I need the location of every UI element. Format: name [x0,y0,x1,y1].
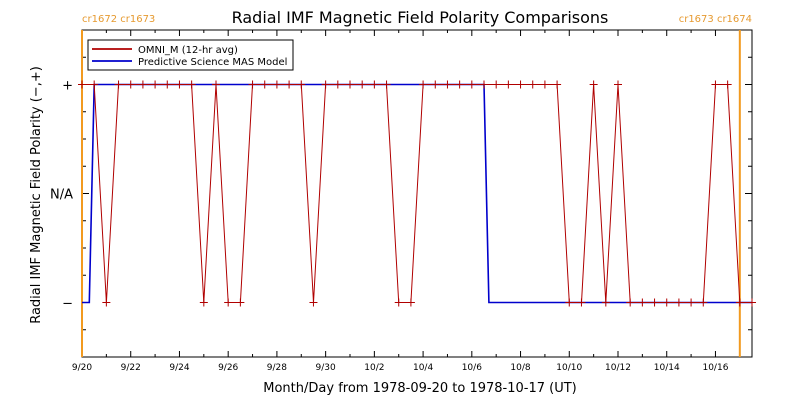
x-tick-label: 9/20 [72,363,92,373]
data-point-omni [699,298,708,307]
data-point-omni [711,80,720,89]
x-tick-label: 10/16 [702,363,728,373]
data-point-omni [577,298,586,307]
legend-box [87,39,294,71]
data-point-omni [638,298,647,307]
data-point-omni [358,80,367,89]
data-point-omni [309,298,318,307]
data-point-omni [212,80,220,89]
data-point-omni [614,80,622,89]
data-point-omni [248,80,257,89]
data-point-omni [443,80,452,89]
data-point-omni [406,298,415,307]
data-point-omni [187,80,196,89]
data-point-omni [589,80,598,89]
x-tick-label: 10/2 [364,363,384,373]
data-point-omni [321,80,330,89]
data-point-omni [735,298,744,307]
y-axis-label: Radial IMF Magnetic Field Polarity (−,+) [29,66,44,324]
data-point-omni [151,80,160,89]
data-point-omni [163,80,172,89]
y-tick-label-plus: + [62,79,73,94]
data-point-omni [650,298,659,307]
data-point-omni [260,80,269,89]
data-point-omni [626,298,635,307]
data-point-omni [272,80,281,89]
data-point-omni [748,298,756,307]
data-point-omni [175,80,184,89]
x-tick-label: 9/28 [267,363,287,373]
data-point-omni [516,80,525,89]
carrington-label-left: cr1672 cr1673 [82,14,155,25]
data-point-omni [199,298,208,307]
data-point-omni [492,80,501,89]
data-point-omni [662,298,671,307]
data-point-omni [419,80,428,89]
x-tick-label: 9/22 [121,363,141,373]
legend-label: OMNI_M (12-hr avg) [138,45,238,56]
data-point-omni [78,80,86,89]
data-point-omni [504,80,513,89]
data-point-omni [236,298,245,307]
data-point-omni [126,80,135,89]
data-point-omni [102,298,111,307]
x-tick-label: 9/24 [169,363,189,373]
data-point-omni [90,80,99,89]
legend: OMNI_M (12-hr avg)Predictive Science MAS… [87,39,294,71]
data-point-omni [674,298,683,307]
data-point-omni [687,298,696,307]
plot-area: 9/20 9/22 9/24 9/26 9/28 9/30 10/2 10/4 10/6 10/8… [50,29,756,373]
x-tick-label: 9/30 [316,363,336,373]
chart-title: Radial IMF Magnetic Field Polarity Compa… [232,8,609,27]
data-point-omni [553,80,562,89]
x-axis-label: Month/Day from 1978-09-20 to 1978-10-17 … [263,381,576,396]
data-point-omni [370,80,379,89]
x-tick-label: 10/6 [462,363,482,373]
x-tick-label: 10/10 [556,363,582,373]
x-tick-label: 10/8 [510,363,530,373]
data-point-omni [333,80,342,89]
y-tick-label-na: N/A [50,188,73,203]
data-point-omni [394,298,403,307]
data-point-omni [114,80,123,89]
data-point-omni [528,80,537,89]
y-tick-label-minus: − [62,297,73,312]
data-point-omni [723,80,732,89]
legend-label: Predictive Science MAS Model [138,57,287,68]
x-tick-label: 10/14 [654,363,680,373]
data-point-omni [224,298,233,307]
data-point-omni [297,80,306,89]
x-tick-label: 9/26 [218,363,238,373]
data-point-omni [467,80,476,89]
data-point-omni [565,298,574,307]
x-tick-label: 10/12 [605,363,631,373]
data-point-omni [382,80,391,89]
data-point-omni [601,298,610,307]
data-point-omni [540,80,549,89]
data-point-omni [138,80,147,89]
data-point-omni [455,80,464,89]
x-tick-label: 10/4 [413,363,433,373]
carrington-label-right: cr1673 cr1674 [679,14,752,25]
data-point-omni [480,80,488,89]
data-point-omni [431,80,440,89]
data-point-omni [346,80,354,89]
data-point-omni [285,80,294,89]
